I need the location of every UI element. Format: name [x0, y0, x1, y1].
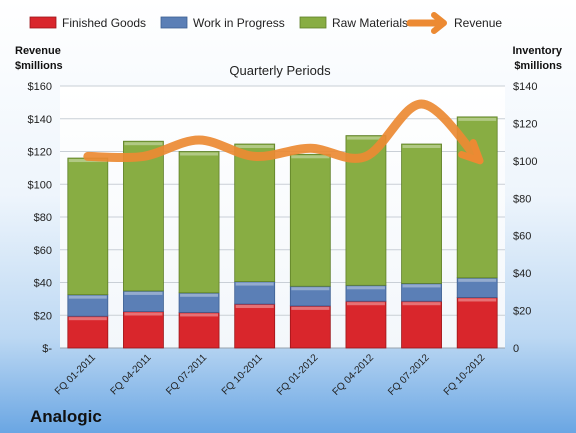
- bar-highlight: [68, 317, 107, 321]
- bar-highlight: [235, 305, 274, 309]
- left-tick-label: $100: [28, 179, 52, 191]
- bar-segment-raw-materials: [401, 143, 442, 284]
- bar-highlight: [291, 306, 330, 310]
- right-axis-title: Inventory: [512, 45, 562, 57]
- x-tick-label: FQ 07-2012: [386, 352, 432, 398]
- bar-segment-finished-goods: [123, 311, 164, 349]
- legend-label-finished-goods: Finished Goods: [62, 16, 146, 30]
- right-axis-title: $millions: [514, 60, 562, 72]
- x-tick-label: FQ 04-2012: [331, 352, 377, 398]
- right-tick-label: $60: [513, 231, 531, 243]
- x-tick-label: FQ 01-2011: [53, 352, 98, 397]
- company-name: Analogic: [30, 407, 102, 426]
- bar-highlight: [235, 282, 274, 286]
- legend-swatch-raw-materials: [299, 16, 327, 29]
- x-axis: FQ 01-2011 FQ 04-2011 FQ 07-2011 FQ 10-2011…: [53, 352, 488, 398]
- bar-segment-finished-goods: [345, 300, 387, 349]
- right-axis: 0 $20 $40 $60 $80 $100 $120 $140: [513, 81, 537, 355]
- bar-segment-raw-materials: [67, 157, 109, 296]
- bar-highlight: [402, 284, 441, 288]
- bar-segment-finished-goods: [289, 305, 331, 349]
- left-tick-label: $140: [28, 114, 52, 126]
- legend-swatch-finished-goods: [29, 16, 57, 29]
- bar-highlight: [402, 145, 441, 149]
- right-tick-label: $100: [513, 156, 537, 168]
- bar-highlight: [180, 152, 219, 156]
- x-tick-label: FQ 04-2011: [109, 352, 154, 397]
- bar-highlight: [124, 312, 163, 316]
- legend-label-revenue: Revenue: [454, 16, 502, 30]
- bar-segment-raw-materials: [234, 143, 276, 282]
- bar-highlight: [180, 313, 219, 317]
- bar-highlight: [124, 142, 163, 146]
- left-tick-label: $-: [42, 343, 52, 355]
- x-tick-label: FQ 07-2011: [164, 352, 209, 397]
- x-tick-label: FQ 01-2012: [275, 352, 321, 398]
- bar-highlight: [346, 136, 385, 140]
- bar-highlight: [291, 155, 330, 159]
- revenue-series-line: [83, 99, 482, 163]
- bar-segment-finished-goods: [456, 297, 498, 349]
- left-tick-label: $160: [28, 81, 52, 93]
- bar-segment-finished-goods: [234, 303, 276, 349]
- revenue-line: [83, 99, 484, 165]
- bar-segment-finished-goods: [67, 315, 109, 349]
- legend-label-raw-materials: Raw Materials: [332, 16, 408, 30]
- bar-segment-raw-materials: [178, 151, 220, 294]
- bar-highlight: [180, 293, 219, 297]
- bar-segment-finished-goods: [178, 312, 220, 349]
- right-tick-label: $120: [513, 118, 537, 130]
- left-tick-label: $40: [34, 278, 52, 290]
- right-tick-label: $20: [513, 306, 531, 318]
- bar-highlight: [235, 145, 274, 149]
- bar-highlight: [124, 291, 163, 295]
- left-tick-label: $60: [34, 245, 52, 257]
- legend: Finished Goods Work in Progress Raw Materi…: [29, 12, 502, 34]
- bar-segment-finished-goods: [401, 300, 442, 349]
- legend-arrowhead: [431, 12, 447, 34]
- bar-segment-raw-materials: [123, 140, 164, 292]
- revenue-arrowhead: [458, 139, 484, 165]
- right-tick-label: $80: [513, 193, 531, 205]
- legend-label-work-in-progress: Work in Progress: [193, 16, 285, 30]
- bar-segment-raw-materials: [289, 153, 331, 287]
- left-axis-title: Revenue: [15, 45, 61, 57]
- left-tick-label: $120: [28, 147, 52, 159]
- bar-highlight: [291, 287, 330, 291]
- left-tick-label: $20: [34, 310, 52, 322]
- bar-highlight: [458, 298, 497, 302]
- bar-highlight: [68, 295, 107, 299]
- bar-highlight: [458, 278, 497, 282]
- left-axis-title: $millions: [15, 60, 63, 72]
- left-axis: $- $20 $40 $60 $80 $100 $120 $140 $160: [28, 81, 53, 355]
- x-tick-label: FQ 10-2011: [220, 352, 265, 397]
- legend-swatch-work-in-progress: [160, 16, 188, 29]
- bar-highlight: [346, 302, 385, 306]
- right-tick-label: $40: [513, 268, 531, 280]
- bar-highlight: [458, 117, 497, 121]
- bar-highlight: [346, 286, 385, 290]
- left-tick-label: $80: [34, 212, 52, 224]
- x-tick-label: FQ 10-2012: [442, 352, 488, 398]
- bar-highlight: [402, 302, 441, 306]
- right-tick-label: 0: [513, 343, 519, 355]
- chart-subtitle: Quarterly Periods: [229, 63, 331, 78]
- axis-titles: Revenue $millions Inventory $millions Quarte…: [15, 45, 563, 78]
- right-tick-label: $140: [513, 81, 537, 93]
